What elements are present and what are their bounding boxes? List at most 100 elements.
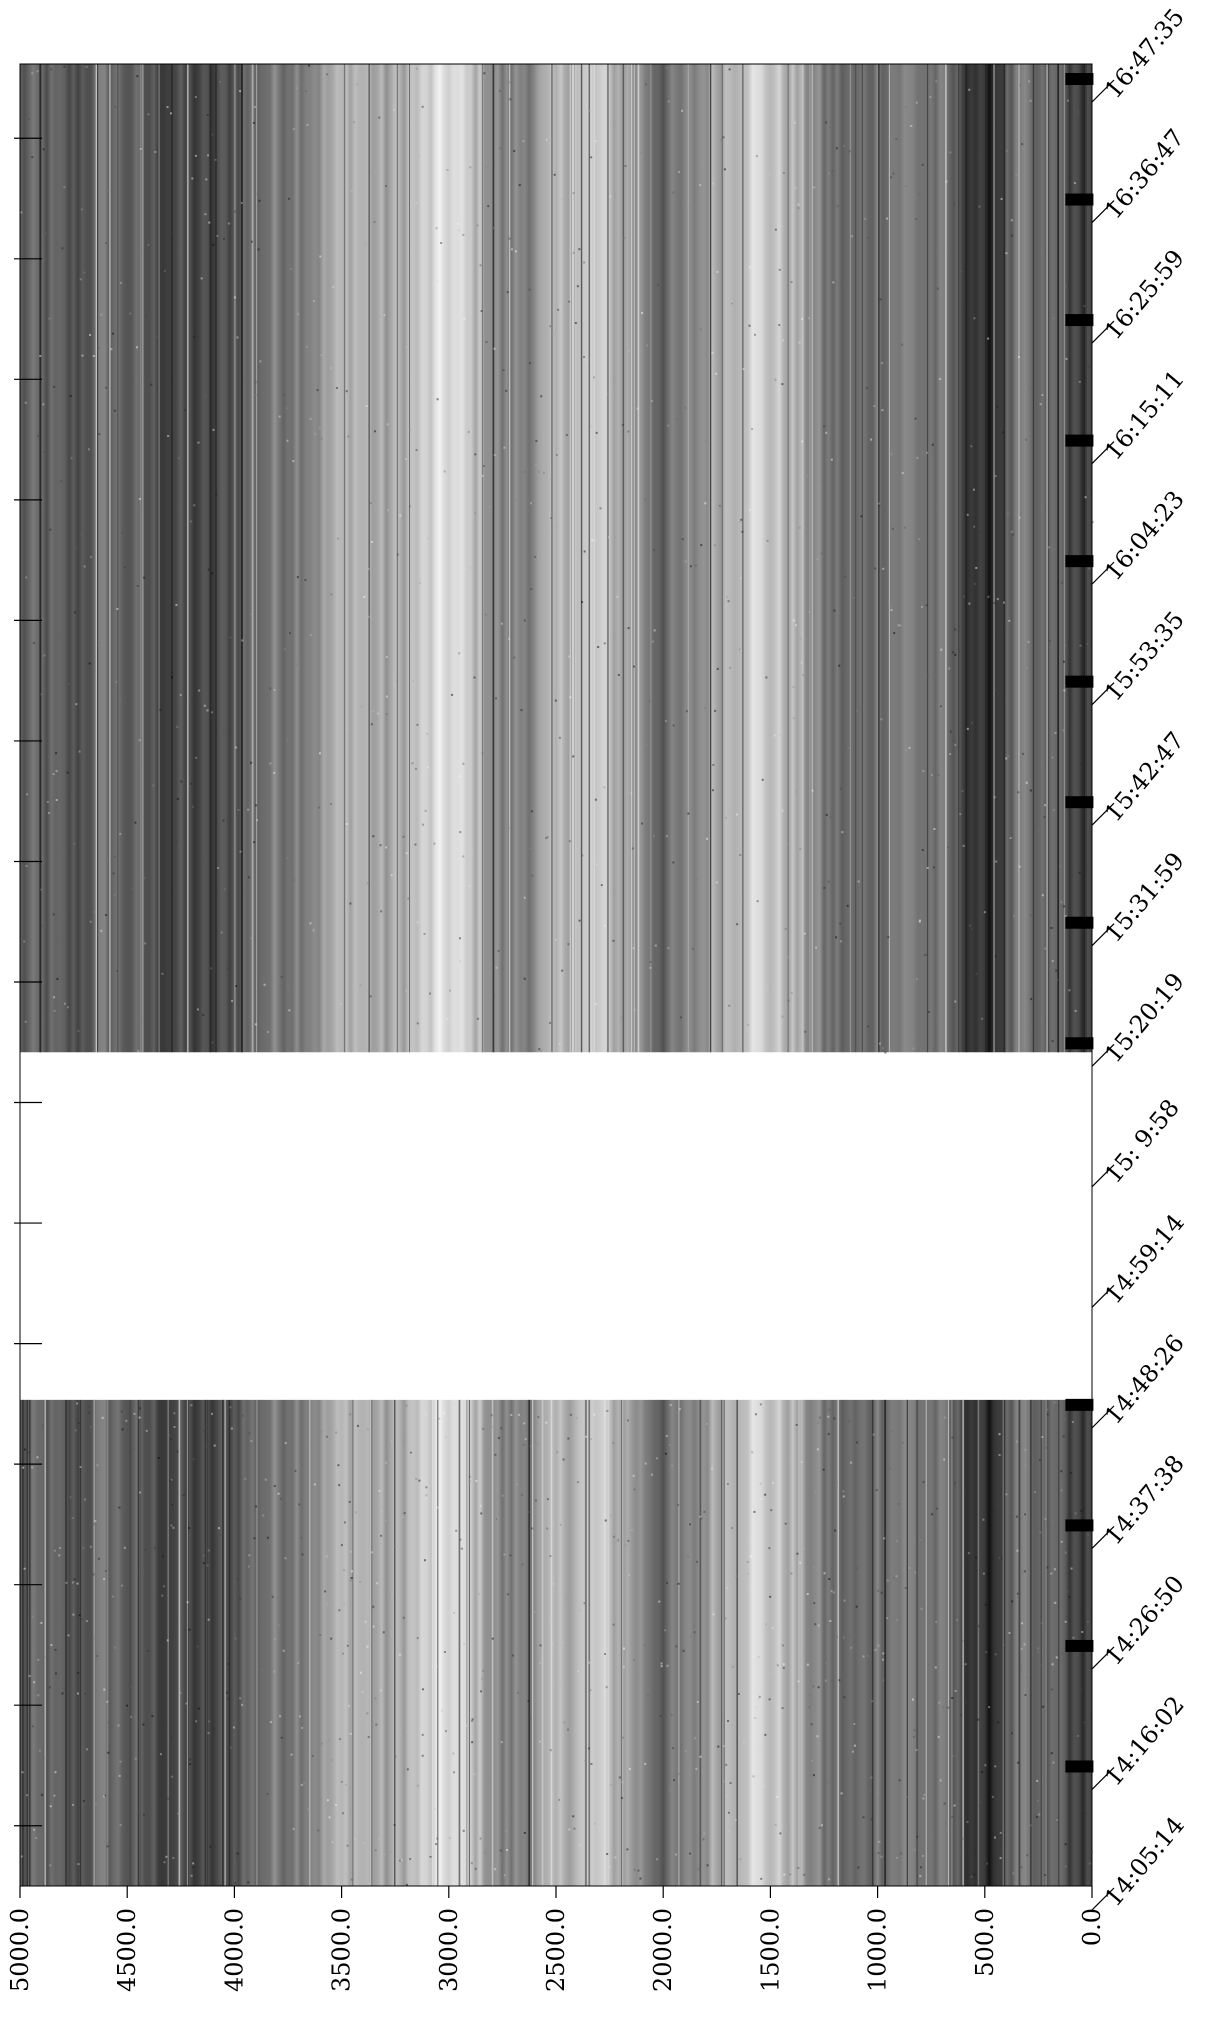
noise-speck [486, 166, 489, 169]
noise-speck [901, 472, 904, 475]
noise-speck [196, 1645, 199, 1648]
noise-speck [953, 1804, 956, 1807]
noise-speck [609, 195, 612, 198]
noise-speck [850, 235, 853, 238]
noise-speck [499, 1849, 502, 1852]
noise-speck [795, 1423, 798, 1426]
noise-speck [760, 1498, 763, 1501]
noise-speck [185, 1702, 188, 1705]
noise-speck [675, 1853, 678, 1856]
noise-speck [890, 1430, 893, 1433]
noise-speck [725, 1794, 728, 1797]
noise-speck [706, 1864, 709, 1867]
noise-speck [703, 706, 706, 709]
noise-speck [898, 910, 901, 913]
noise-speck [579, 1844, 582, 1847]
noise-speck [458, 775, 461, 778]
noise-speck [43, 654, 46, 657]
noise-speck [1011, 1732, 1014, 1735]
noise-speck [746, 1572, 749, 1575]
noise-speck [1079, 644, 1082, 647]
noise-speck [1002, 601, 1005, 604]
noise-speck [510, 248, 513, 251]
noise-speck [923, 1793, 926, 1796]
noise-speck [593, 1822, 596, 1825]
noise-speck [969, 924, 972, 927]
noise-speck [110, 348, 113, 351]
noise-speck [73, 842, 76, 845]
noise-speck [739, 854, 742, 857]
noise-speck [1015, 1515, 1018, 1518]
noise-speck [936, 1507, 939, 1510]
noise-speck [754, 1413, 757, 1416]
noise-speck [902, 179, 905, 182]
noise-speck [55, 799, 58, 802]
noise-speck [1012, 915, 1015, 918]
noise-speck [607, 536, 610, 539]
noise-speck [292, 128, 295, 131]
noise-speck [476, 1017, 479, 1020]
noise-speck [176, 725, 179, 728]
noise-speck [441, 1709, 444, 1712]
noise-speck [375, 1723, 378, 1726]
noise-speck [1064, 1551, 1067, 1554]
noise-speck [154, 150, 157, 153]
noise-speck [415, 201, 418, 204]
noise-speck [367, 567, 370, 570]
noise-speck [429, 1856, 432, 1859]
noise-speck [1062, 660, 1065, 663]
noise-speck [422, 823, 425, 826]
noise-speck [380, 1510, 383, 1513]
noise-speck [787, 999, 790, 1002]
noise-speck [628, 1768, 631, 1771]
noise-speck [499, 147, 502, 150]
noise-speck [655, 1457, 658, 1460]
noise-speck [597, 646, 600, 649]
noise-speck [326, 1799, 329, 1802]
noise-speck [1002, 431, 1005, 434]
noise-speck [53, 1009, 56, 1012]
noise-speck [998, 1453, 1001, 1456]
noise-speck [758, 1695, 761, 1698]
noise-speck [20, 1855, 23, 1858]
noise-speck [58, 1554, 61, 1557]
noise-speck [937, 1735, 940, 1738]
noise-speck [1029, 99, 1032, 102]
noise-speck [653, 548, 656, 551]
noise-speck [31, 156, 34, 159]
noise-speck [459, 831, 462, 834]
noise-speck [44, 1756, 47, 1759]
noise-speck [69, 1516, 72, 1519]
noise-speck [731, 1527, 734, 1530]
time-tick-label: 14:05:14 [1099, 1811, 1190, 1912]
noise-speck [1058, 865, 1061, 868]
noise-speck [938, 1701, 941, 1704]
noise-speck [161, 972, 164, 975]
noise-speck [652, 835, 655, 838]
noise-speck [649, 966, 652, 969]
noise-speck [523, 1831, 526, 1834]
noise-speck [100, 644, 103, 647]
plot-area [19, 63, 1094, 1887]
noise-speck [241, 1703, 244, 1706]
noise-speck [891, 527, 894, 530]
noise-speck [330, 802, 333, 805]
noise-speck [160, 1722, 163, 1725]
time-marker [1065, 434, 1094, 447]
noise-speck [415, 449, 418, 452]
noise-speck [105, 242, 108, 245]
noise-speck [722, 136, 725, 139]
noise-speck [895, 1575, 898, 1578]
noise-speck [704, 440, 707, 443]
noise-speck [365, 404, 368, 407]
noise-speck [121, 1428, 124, 1431]
noise-speck [171, 1736, 174, 1739]
noise-speck [1065, 357, 1068, 360]
noise-speck [506, 1809, 509, 1812]
noise-speck [572, 1815, 575, 1818]
noise-speck [618, 1776, 621, 1779]
noise-speck [765, 1623, 768, 1626]
noise-speck [1060, 1540, 1063, 1543]
noise-speck [1064, 1620, 1067, 1623]
noise-speck [61, 727, 64, 730]
